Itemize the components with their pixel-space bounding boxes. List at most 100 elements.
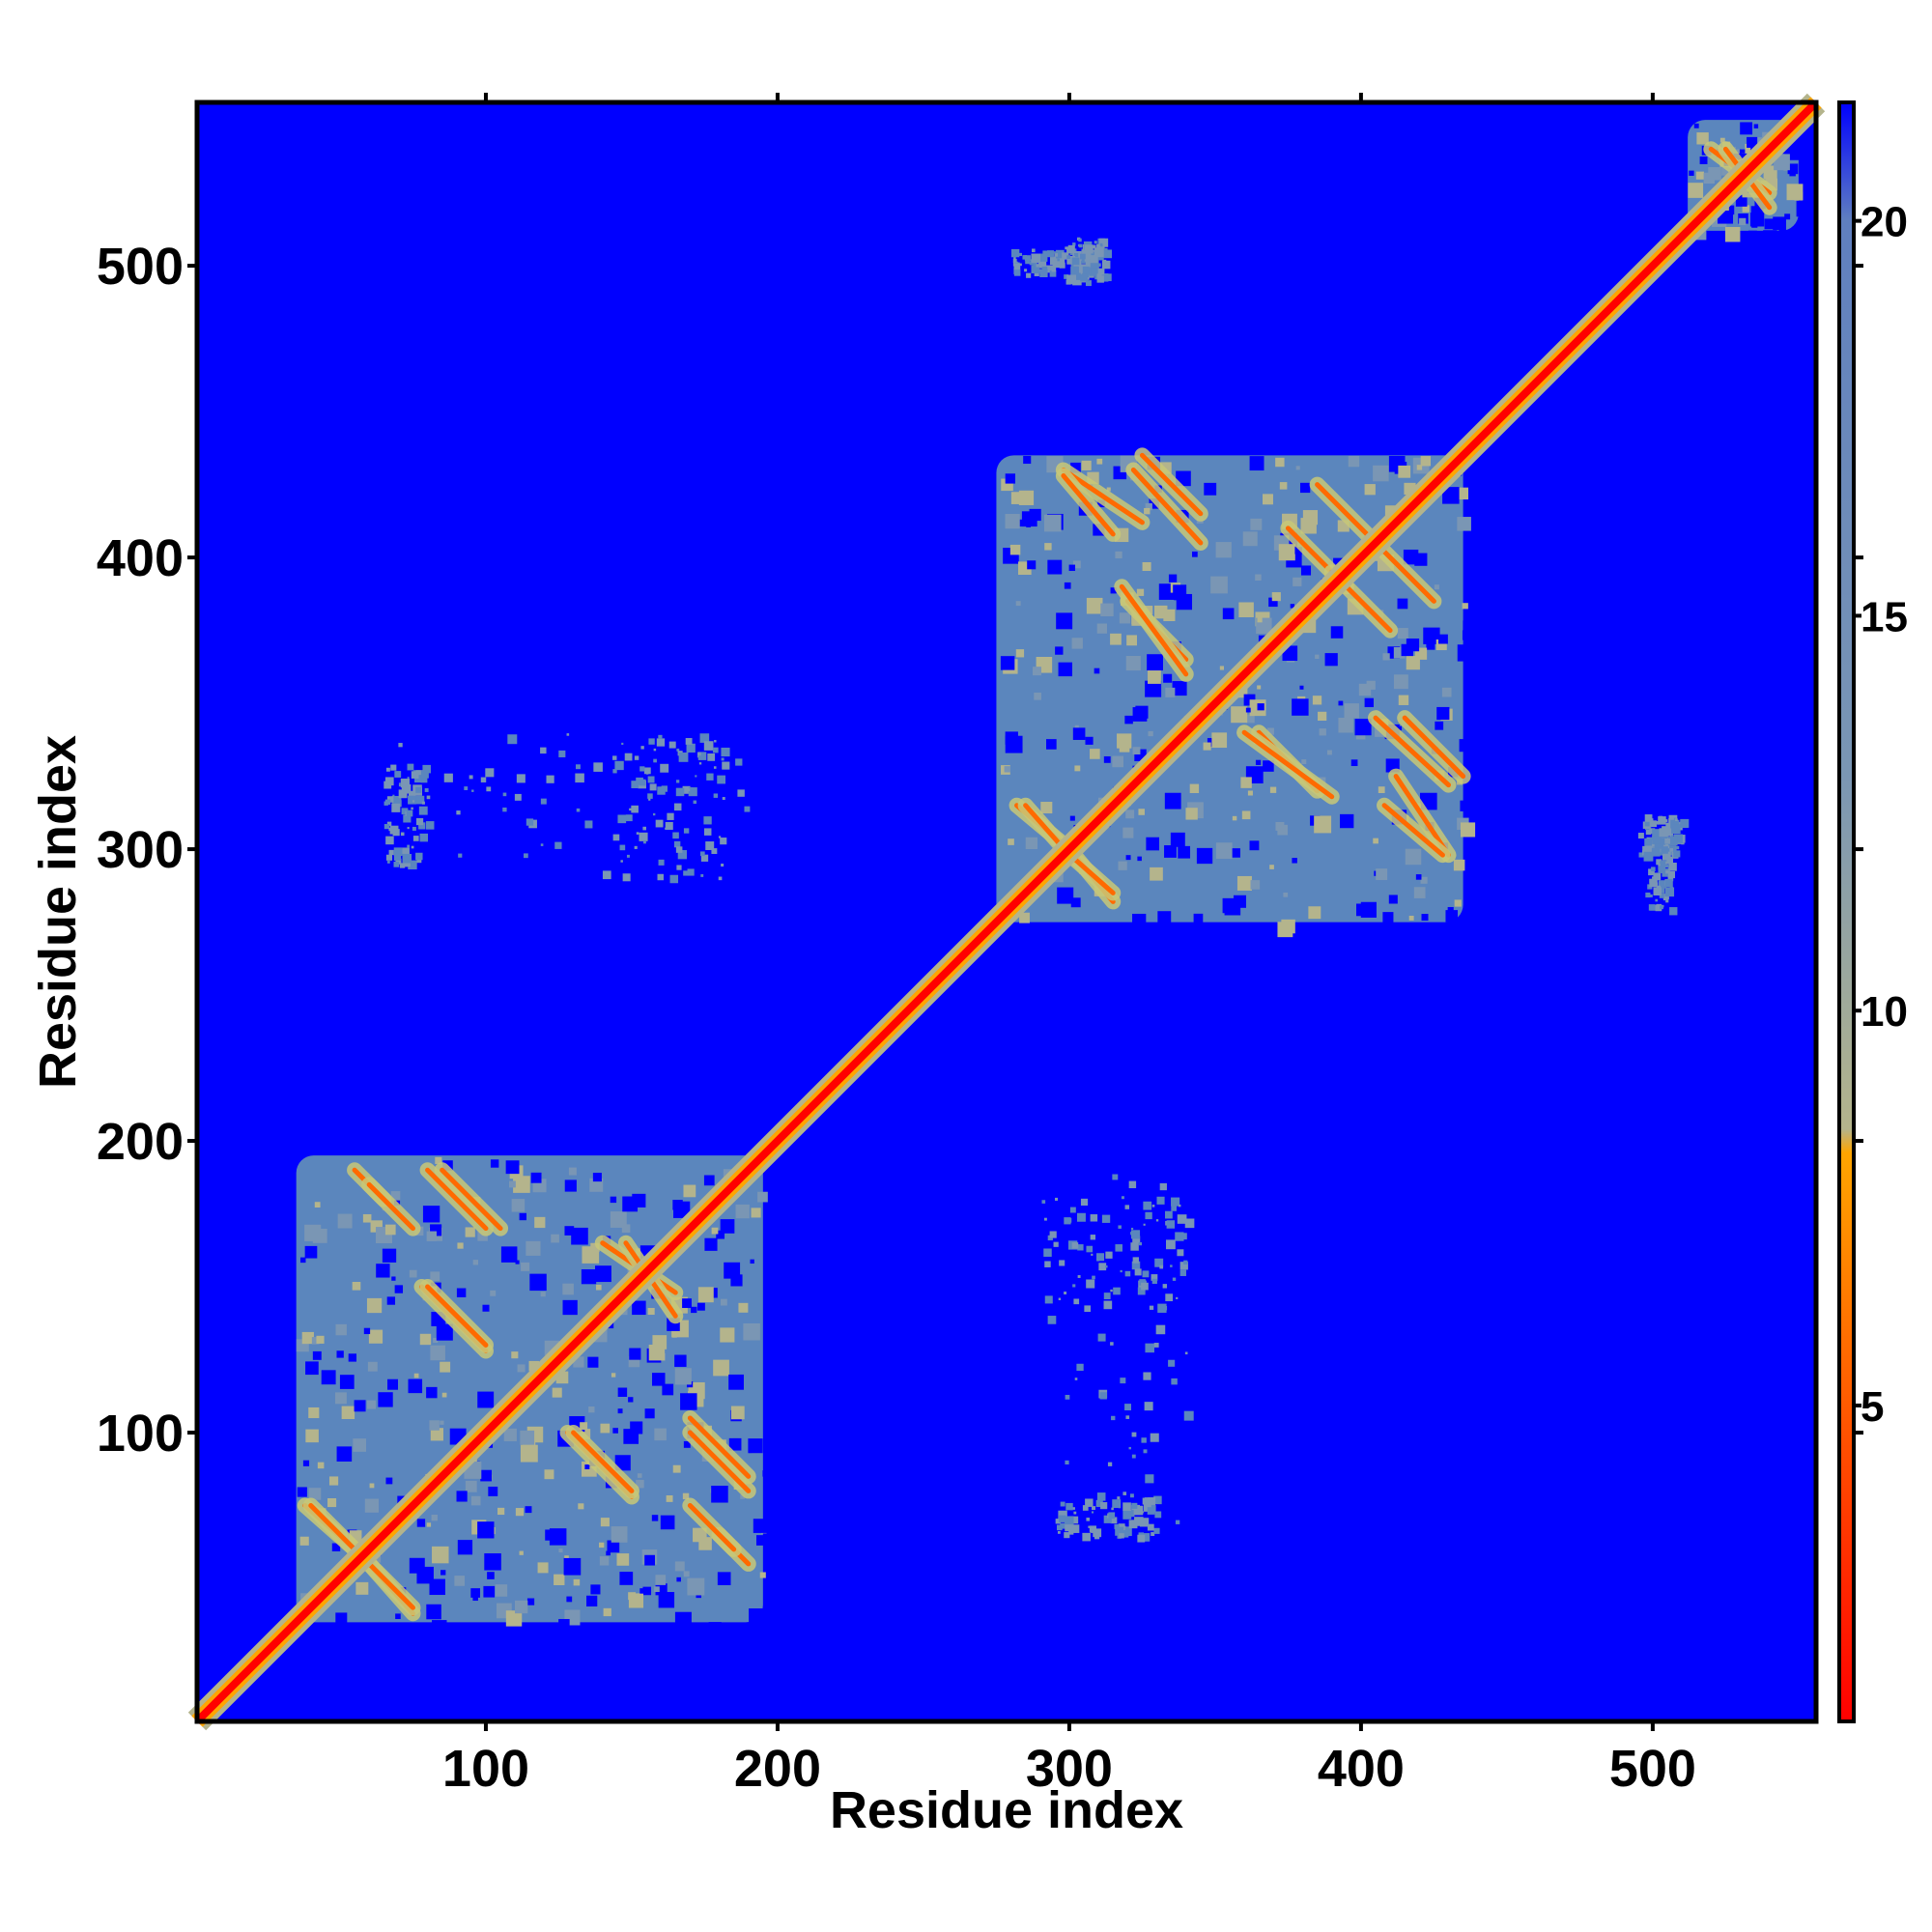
colorbar-tick-label: 10: [1861, 988, 1908, 1036]
speckle-cell: [1082, 1200, 1085, 1203]
domain-texture-cell: [558, 1619, 570, 1631]
domain-texture-cell: [1165, 687, 1176, 697]
domain-texture-cell: [1019, 519, 1027, 527]
speckle-cell: [1673, 850, 1681, 858]
x-tick-label: 500: [1609, 1740, 1696, 1798]
domain-texture-cell: [483, 1585, 496, 1598]
domain-texture-cell: [630, 1421, 643, 1435]
speckle-cell: [1066, 1218, 1072, 1223]
contact-line: [1061, 473, 1116, 537]
domain-texture-cell: [454, 1576, 466, 1586]
speckle-cell: [1060, 1501, 1065, 1507]
domain-texture-cell: [628, 1355, 640, 1368]
speckle-cell: [711, 848, 718, 855]
speckle-cell: [1091, 1529, 1094, 1533]
speckle-cell: [1024, 255, 1031, 262]
domain-texture-cell: [1784, 213, 1791, 220]
domain-texture-cell: [1735, 195, 1747, 207]
speckle-cell: [403, 860, 411, 867]
speckle-cell: [1072, 1284, 1076, 1288]
domain-texture-cell: [331, 1543, 341, 1551]
domain-texture-cell: [430, 1271, 440, 1282]
speckle-cell: [1053, 1241, 1059, 1247]
domain-texture-cell: [676, 1577, 681, 1582]
speckle-cell: [1072, 1507, 1075, 1510]
domain-texture-cell: [500, 1246, 518, 1263]
speckle-cell: [1080, 273, 1088, 282]
domain-texture-cell: [584, 1464, 590, 1470]
speckle-cell: [398, 743, 403, 748]
domain-texture-cell: [1074, 724, 1079, 729]
speckle-cell: [1179, 1269, 1186, 1276]
domain-texture-cell: [334, 1392, 347, 1405]
speckle-cell: [706, 773, 714, 781]
speckle-cell: [458, 853, 463, 858]
speckle-cell: [1649, 878, 1658, 888]
domain-texture-cell: [352, 1282, 361, 1291]
domain-texture-cell: [1315, 654, 1320, 659]
domain-texture-cell: [1245, 707, 1251, 713]
domain-texture-cell: [698, 1537, 712, 1550]
speckle-cell: [1080, 253, 1086, 260]
domain-texture-cell: [1460, 822, 1476, 838]
speckle-cell: [1122, 1510, 1132, 1520]
domain-texture-cell: [416, 1519, 426, 1527]
speckle-cell: [1658, 816, 1666, 825]
speckle-cell: [643, 767, 651, 775]
speckle-cell: [1114, 1523, 1120, 1529]
domain-texture-cell: [299, 1536, 309, 1546]
speckle-cell: [720, 838, 727, 845]
domain-texture-cell: [1324, 653, 1338, 667]
domain-texture-cell: [622, 1196, 639, 1212]
domain-texture-cell: [1096, 623, 1108, 634]
speckle-cell: [1664, 838, 1670, 844]
speckle-cell: [642, 826, 646, 831]
domain-texture-cell: [724, 1262, 741, 1279]
domain-texture-cell: [1454, 899, 1462, 907]
domain-texture-cell: [1172, 681, 1187, 696]
domain-texture-cell: [551, 1234, 559, 1243]
speckle-cell: [1166, 1220, 1171, 1225]
domain-texture-cell: [302, 1460, 310, 1466]
speckle-cell: [1051, 267, 1057, 272]
domain-texture-cell: [1070, 462, 1081, 473]
domain-texture-cell: [1005, 514, 1020, 529]
domain-texture-cell: [1695, 171, 1704, 180]
speckle-cell: [1131, 1432, 1137, 1437]
speckle-cell: [1097, 268, 1105, 275]
domain-texture-cell: [1742, 205, 1749, 213]
speckle-cell: [1090, 1235, 1096, 1240]
speckle-cell: [1132, 1257, 1139, 1264]
speckle-cell: [1080, 1198, 1089, 1207]
domain-texture-cell: [1382, 653, 1390, 661]
domain-texture-cell: [589, 1178, 604, 1192]
speckle-cell: [678, 752, 689, 762]
speckle-cell: [384, 824, 390, 830]
domain-texture-cell: [628, 1397, 634, 1403]
domain-texture-cell: [680, 1393, 697, 1410]
speckle-cell: [629, 808, 632, 811]
contact-line: [571, 1430, 635, 1493]
speckle-cell: [658, 734, 663, 740]
speckle-cell: [408, 790, 416, 798]
domain-texture-cell: [1068, 564, 1076, 571]
domain-texture-cell: [1236, 875, 1252, 891]
speckle-cell: [1147, 1507, 1155, 1515]
contact-line: [1119, 583, 1189, 677]
speckle-cell: [1680, 818, 1690, 828]
domain-texture-cell: [1094, 668, 1100, 674]
speckle-cell: [1012, 258, 1017, 263]
domain-texture-cell: [1032, 667, 1041, 676]
domain-texture-cell: [384, 1224, 396, 1236]
domain-texture-cell: [1071, 638, 1083, 649]
domain-texture-cell: [1740, 122, 1753, 135]
domain-texture-cell: [1763, 230, 1777, 244]
speckle-cell: [1156, 1196, 1165, 1205]
y-axis-label: Residue index: [29, 735, 87, 1089]
domain-texture-cell: [1689, 170, 1694, 176]
domain-texture-cell: [1241, 810, 1251, 820]
domain-texture-cell: [762, 1470, 769, 1477]
speckle-cell: [1141, 1437, 1147, 1443]
domain-texture-cell: [1015, 649, 1025, 658]
speckle-cell: [1120, 1269, 1122, 1273]
